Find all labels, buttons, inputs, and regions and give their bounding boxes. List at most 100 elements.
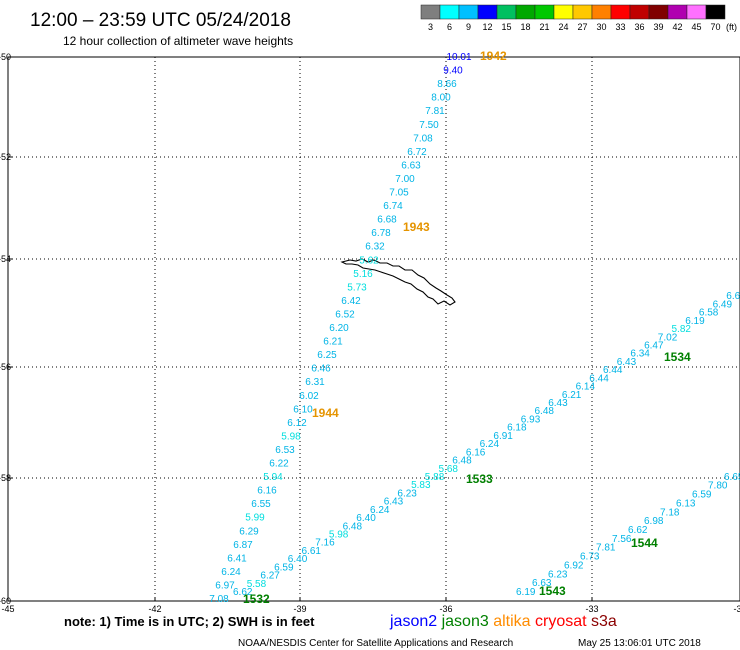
legend-label: 24 — [558, 22, 568, 32]
pass-time-label: 1944 — [312, 406, 339, 420]
wave-height-value: 5.98 — [281, 431, 301, 442]
lon-label: -30 — [733, 604, 740, 614]
wave-height-value: 6.21 — [323, 337, 343, 348]
legend-swatch — [667, 4, 688, 20]
wave-height-value: 6.42 — [341, 296, 361, 307]
legend-swatch — [515, 4, 536, 20]
wave-height-value: 6.44 — [589, 373, 609, 384]
wave-height-value: 6.25 — [317, 350, 337, 361]
map-subtitle: 12 hour collection of altimeter wave hei… — [63, 34, 293, 48]
wave-height-value: 6.63 — [401, 160, 421, 171]
pass-time-label: 1534 — [664, 350, 691, 364]
legend-swatch — [705, 4, 726, 20]
lat-label: -52 — [0, 152, 11, 162]
legend-label: 18 — [520, 22, 530, 32]
wave-height-value: 6.59 — [692, 490, 712, 501]
lat-label: -60 — [0, 596, 11, 606]
wave-height-value: 6.21 — [562, 390, 582, 401]
wave-height-value: 6.98 — [644, 516, 664, 527]
wave-height-value: 6.10 — [293, 404, 313, 415]
wave-height-value: 6.78 — [371, 228, 391, 239]
lat-label: -54 — [0, 254, 11, 264]
wave-height-value: 7.56 — [612, 534, 632, 545]
satellite-key-s3a: s3a — [587, 613, 617, 630]
legend-swatch — [496, 4, 517, 20]
south-georgia-island — [340, 258, 456, 306]
wave-height-value: 6.65 — [724, 472, 740, 483]
wave-height-value: 6.47 — [644, 341, 664, 352]
legend-swatch — [591, 4, 612, 20]
legend-swatch — [686, 4, 707, 20]
wave-height-value: 6.91 — [493, 431, 513, 442]
wave-height-value: 6.40 — [356, 513, 376, 524]
wave-height-value: 6.13 — [676, 498, 696, 509]
wave-height-value: 6.12 — [287, 418, 307, 429]
satellite-key: jason2 jason3 altika cryosat s3a — [389, 613, 617, 630]
axis-ticks — [7, 56, 740, 602]
legend-label: 36 — [634, 22, 644, 32]
wave-height-value: 5.68 — [439, 464, 459, 475]
wave-height-value: 7.16 — [315, 538, 335, 549]
wave-height-value: 7.81 — [596, 543, 616, 554]
wave-height-value: 6.72 — [407, 147, 427, 158]
wave-height-value: 6.24 — [221, 567, 241, 578]
lat-label: -58 — [0, 473, 11, 483]
pass-time-label: 1544 — [631, 536, 658, 550]
wave-height-value: 6.31 — [305, 377, 325, 388]
footer-timestamp: May 25 13:06:01 UTC 2018 — [578, 638, 701, 649]
footer-note: note: 1) Time is in UTC; 2) SWH is in fe… — [64, 614, 315, 629]
legend-swatch — [610, 4, 631, 20]
wave-height-value: 6.14 — [576, 382, 596, 393]
wave-height-value: 6.62 — [233, 587, 253, 598]
wave-height-value: 6.59 — [274, 562, 294, 573]
footer-credit: NOAA/NESDIS Center for Satellite Applica… — [238, 638, 513, 649]
wave-height-value: 6.49 — [713, 299, 733, 310]
satellite-key-cryosat: cryosat — [531, 613, 588, 630]
wave-height-value: 6.24 — [370, 505, 390, 516]
wave-height-value: 6.48 — [452, 456, 472, 467]
wave-height-value: 6.58 — [699, 308, 719, 319]
legend-swatch — [477, 4, 498, 20]
wave-height-value: 6.43 — [384, 497, 404, 508]
wave-height-value: 6.92 — [564, 560, 584, 571]
wave-height-value: 6.32 — [365, 242, 385, 253]
wave-height-value: 6.23 — [548, 569, 568, 580]
map-frame — [7, 56, 740, 602]
wave-height-value: 5.99 — [245, 513, 265, 524]
legend-label: 30 — [596, 22, 606, 32]
wave-height-value: 6.22 — [269, 459, 289, 470]
satellite-key-jason2: jason2 — [389, 613, 437, 630]
wave-height-value: 6.02 — [299, 391, 319, 402]
legend-swatch — [553, 4, 574, 20]
legend-swatch — [458, 4, 479, 20]
wave-height-value: 6.87 — [233, 540, 253, 551]
wave-height-value: 7.81 — [425, 106, 445, 117]
legend-swatch — [534, 4, 555, 20]
pass-time-label: 1943 — [403, 220, 430, 234]
wave-height-value: 6.43 — [548, 398, 568, 409]
pass-time-label: 1533 — [466, 472, 493, 486]
legend-label: 3 — [428, 22, 433, 32]
wave-height-points: 10.01 9.40 8.66 8.00 7.81 7.50 7.08 6.72 6.63 7.0… — [209, 52, 740, 605]
wave-height-value: 5.94 — [263, 472, 283, 483]
wave-height-value: 6.61 — [302, 546, 322, 557]
wave-height-value: 6.52 — [335, 309, 355, 320]
wave-height-value: 6.40 — [288, 554, 308, 565]
legend-label: 12 — [482, 22, 492, 32]
satellite-key-jason3: jason3 — [437, 613, 489, 630]
legend-unit: (ft) — [726, 22, 737, 32]
wave-height-value: 6.74 — [383, 201, 403, 212]
lon-label: -39 — [293, 604, 306, 614]
lon-label: -33 — [585, 604, 598, 614]
wave-height-value: 6.20 — [329, 323, 349, 334]
wave-height-value: 6.97 — [215, 580, 235, 591]
wave-height-value: 6.48 — [535, 406, 555, 417]
wave-height-value: 5.98 — [329, 530, 349, 541]
legend-swatch — [572, 4, 593, 20]
wave-height-value: 6.73 — [580, 552, 600, 563]
legend-swatch — [648, 4, 669, 20]
pass-time-label: 1942 — [480, 49, 507, 63]
lat-label: -50 — [0, 52, 11, 62]
wave-height-value: 6.23 — [397, 488, 417, 499]
